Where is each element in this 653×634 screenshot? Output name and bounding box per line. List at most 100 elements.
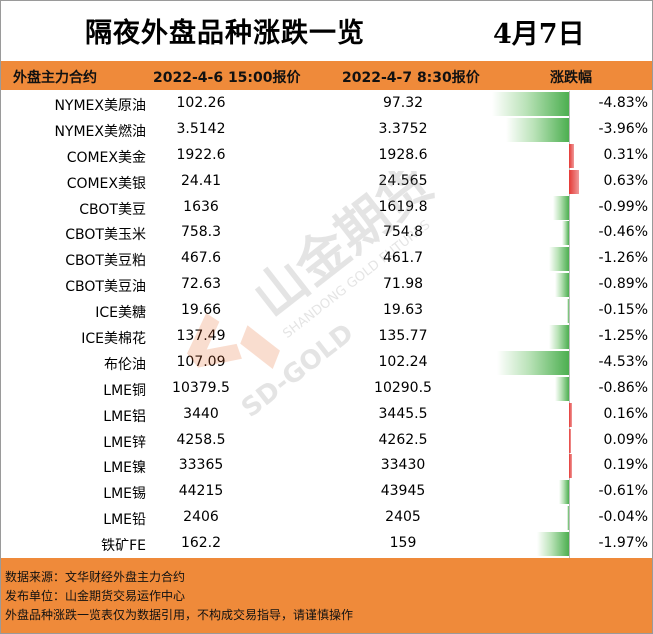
table-row: LME铝 3440 3445.5 0.16%	[1, 402, 652, 428]
price-1: 19.66	[180, 302, 222, 319]
change-percent: -3.96%	[598, 120, 648, 137]
change-percent: -1.25%	[598, 328, 648, 345]
change-percent: 0.31%	[603, 146, 648, 163]
page-title: 隔夜外盘品种涨跌一览	[85, 18, 365, 49]
change-bar-cell	[487, 117, 571, 143]
table-header: 外盘主力合约 2022-4-6 15:00报价 2022-4-7 8:30报价 …	[1, 61, 652, 90]
price-1: 1922.6	[176, 146, 226, 163]
price-2: 10290.5	[374, 379, 432, 396]
change-bar-cell	[487, 402, 572, 428]
change-bar-up	[569, 402, 572, 427]
footer-publisher: 发布单位：山金期货交易运作中心	[5, 589, 186, 603]
change-bar-cell	[487, 350, 571, 376]
price-1: 24.41	[180, 172, 222, 189]
table-row: CBOT美玉米 758.3 754.8 -0.46%	[1, 220, 652, 246]
change-bar-down	[553, 195, 569, 220]
price-1: 162.2	[180, 535, 222, 552]
table-row: LME铜 10379.5 10290.5 -0.86%	[1, 376, 652, 402]
table-row: LME锡 44215 43945 -0.61%	[1, 479, 652, 505]
price-2: 4262.5	[378, 431, 428, 448]
header-change: 涨跌幅	[550, 70, 592, 86]
price-2: 24.565	[378, 172, 428, 189]
price-1: 2406	[183, 509, 219, 526]
price-1: 467.6	[180, 250, 222, 267]
contract-name: CBOT美豆	[79, 201, 146, 218]
change-bar-down	[554, 273, 569, 298]
contract-name: LME铜	[103, 382, 146, 399]
price-1: 33365	[178, 457, 224, 474]
change-bar-up	[569, 428, 571, 453]
contract-name: NYMEX美燃油	[54, 123, 146, 140]
price-1: 102.26	[176, 95, 226, 111]
table-row: COMEX美银 24.41 24.565 0.63%	[1, 169, 652, 195]
change-bar-down	[505, 117, 569, 142]
price-2: 3.3752	[378, 120, 428, 137]
change-bar-down	[496, 350, 569, 375]
change-percent: -0.61%	[598, 483, 648, 500]
change-percent: -0.86%	[598, 379, 648, 396]
table-row: LME铅 2406 2405 -0.04%	[1, 505, 652, 531]
change-bar-down	[567, 506, 569, 531]
price-1: 3.5142	[176, 120, 226, 137]
header-price-1: 2022-4-6 15:00报价	[153, 70, 301, 86]
contract-name: CBOT美豆油	[65, 279, 146, 296]
table-row: 布伦油 107.09 102.24 -4.53%	[1, 350, 652, 376]
contract-name: CBOT美玉米	[65, 227, 146, 244]
price-2: 97.32	[382, 95, 424, 111]
price-2: 754.8	[382, 224, 424, 241]
change-bar-cell	[487, 195, 571, 221]
change-bar-down	[549, 325, 569, 350]
price-2: 3445.5	[378, 405, 428, 422]
table-row: LME锌 4258.5 4262.5 0.09%	[1, 428, 652, 454]
change-bar-cell	[487, 220, 571, 246]
change-bar-down	[561, 221, 569, 246]
change-percent: -0.46%	[598, 224, 648, 241]
price-1: 72.63	[180, 276, 222, 293]
price-2: 43945	[380, 483, 426, 500]
contract-name: LME镍	[103, 460, 146, 477]
title-row: 隔夜外盘品种涨跌一览 4月7日	[1, 1, 652, 61]
table-row: NYMEX美原油 102.26 97.32 -4.83%	[1, 91, 652, 117]
price-2: 102.24	[378, 353, 428, 370]
change-bar-down	[537, 532, 569, 557]
change-bar-up	[569, 454, 573, 479]
table-body: NYMEX美原油 102.26 97.32 -4.83% NYMEX美燃油 3.5142 3…	[1, 91, 652, 557]
price-2: 135.77	[378, 328, 428, 345]
change-bar-down	[566, 299, 569, 324]
change-percent: -0.89%	[598, 276, 648, 293]
price-1: 4258.5	[176, 431, 226, 448]
table-row: LME镍 33365 33430 0.19%	[1, 453, 652, 479]
contract-name: 铁矿FE	[101, 538, 146, 555]
change-bar-cell	[487, 246, 571, 272]
change-bar-cell	[487, 143, 574, 169]
table-row: COMEX美金 1922.6 1928.6 0.31%	[1, 143, 652, 169]
change-percent: -0.15%	[598, 302, 648, 319]
price-1: 137.49	[176, 328, 226, 345]
price-1: 3440	[183, 405, 219, 422]
change-bar-up	[569, 143, 574, 168]
table-row: ICE美糖 19.66 19.63 -0.15%	[1, 298, 652, 324]
change-bar-cell	[487, 272, 571, 298]
footer-disclaimer: 外盘品种涨跌一览表仅为数据引用，不构成交易指导，请谨慎操作	[5, 608, 354, 622]
table-row: CBOT美豆 1636 1619.8 -0.99%	[1, 195, 652, 221]
change-percent: -1.97%	[598, 535, 648, 552]
price-1: 44215	[178, 483, 224, 500]
price-1: 758.3	[180, 224, 222, 241]
table-row: NYMEX美燃油 3.5142 3.3752 -3.96%	[1, 117, 652, 143]
price-2: 71.98	[382, 276, 424, 293]
change-percent: 0.16%	[603, 405, 648, 422]
change-percent: -4.53%	[598, 353, 648, 370]
contract-name: COMEX美金	[66, 149, 146, 166]
change-bar-cell	[487, 428, 571, 454]
change-percent: -4.83%	[598, 95, 648, 111]
change-bar-cell	[487, 453, 573, 479]
contract-name: 布伦油	[104, 356, 146, 373]
change-bar-down	[555, 376, 569, 401]
price-1: 1636	[183, 198, 219, 215]
table-row: CBOT美豆油 72.63 71.98 -0.89%	[1, 272, 652, 298]
change-percent: -0.04%	[598, 509, 648, 526]
change-bar-down	[491, 92, 569, 116]
change-bar-cell	[487, 298, 571, 324]
change-bar-cell	[487, 376, 571, 402]
